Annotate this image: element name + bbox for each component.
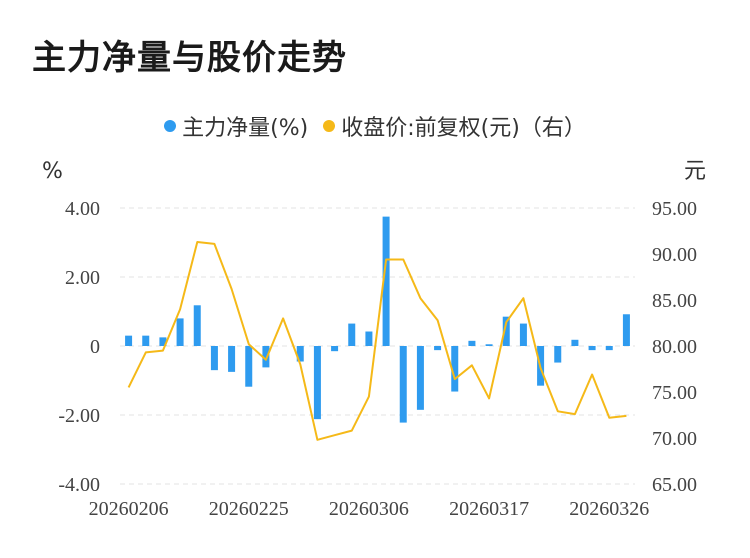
- bar: [382, 216, 390, 346]
- right-tick-label: 70.00: [652, 428, 697, 450]
- bar: [331, 346, 339, 352]
- right-axis-unit: 元: [684, 159, 706, 184]
- legend-item-bar[interactable]: 主力净量(%): [164, 110, 308, 142]
- bar: [210, 346, 218, 371]
- bar: [193, 305, 201, 346]
- bar: [451, 346, 459, 392]
- line-series-dot-icon: [323, 120, 336, 132]
- x-tick-label: 20260306: [329, 498, 409, 520]
- bar: [296, 346, 304, 362]
- legend: 主力净量(%) 收盘价:前复权(元)（右）: [0, 110, 750, 142]
- legend-item-line[interactable]: 收盘价:前复权(元)（右）: [323, 110, 586, 142]
- bar: [434, 346, 442, 351]
- x-tick-label: 20260225: [209, 498, 289, 520]
- bar: [159, 337, 167, 346]
- legend-line-label: 收盘价:前复权(元)（右）: [341, 116, 586, 141]
- bar: [262, 346, 270, 368]
- bar: [176, 318, 184, 346]
- right-tick-label: 85.00: [652, 290, 697, 312]
- bar: [228, 346, 236, 372]
- chart-title: 主力净量与股价走势: [32, 38, 347, 78]
- left-axis-unit: %: [42, 159, 63, 184]
- bar: [399, 346, 407, 423]
- left-tick-label: 0: [90, 336, 100, 358]
- bar: [245, 346, 253, 387]
- bar: [485, 344, 493, 346]
- right-tick-label: 80.00: [652, 336, 697, 358]
- bar: [554, 346, 562, 363]
- left-tick-label: 4.00: [65, 198, 100, 220]
- left-tick-label: -4.00: [58, 474, 100, 496]
- x-tick-label: 20260317: [449, 498, 529, 520]
- x-tick-label: 20260326: [569, 498, 649, 520]
- x-tick-label: 20260206: [89, 498, 169, 520]
- bar-series-dot-icon: [164, 120, 177, 132]
- right-tick-label: 65.00: [652, 474, 697, 496]
- bar: [142, 335, 150, 346]
- bar: [468, 340, 476, 346]
- left-tick-label: 2.00: [65, 267, 100, 289]
- bar: [125, 335, 133, 346]
- bar: [502, 316, 510, 346]
- bar: [416, 346, 424, 410]
- bar: [365, 331, 373, 346]
- right-tick-label: 90.00: [652, 244, 697, 266]
- bar: [605, 346, 613, 351]
- right-tick-label: 75.00: [652, 382, 697, 404]
- price-line: [127, 241, 627, 441]
- bar: [622, 314, 630, 346]
- left-tick-label: -2.00: [58, 405, 100, 427]
- bar: [313, 346, 321, 420]
- bar: [519, 323, 527, 346]
- bar: [348, 323, 356, 346]
- right-tick-label: 95.00: [652, 198, 697, 220]
- bar: [571, 339, 579, 346]
- bar: [588, 346, 596, 351]
- legend-bar-label: 主力净量(%): [182, 116, 309, 141]
